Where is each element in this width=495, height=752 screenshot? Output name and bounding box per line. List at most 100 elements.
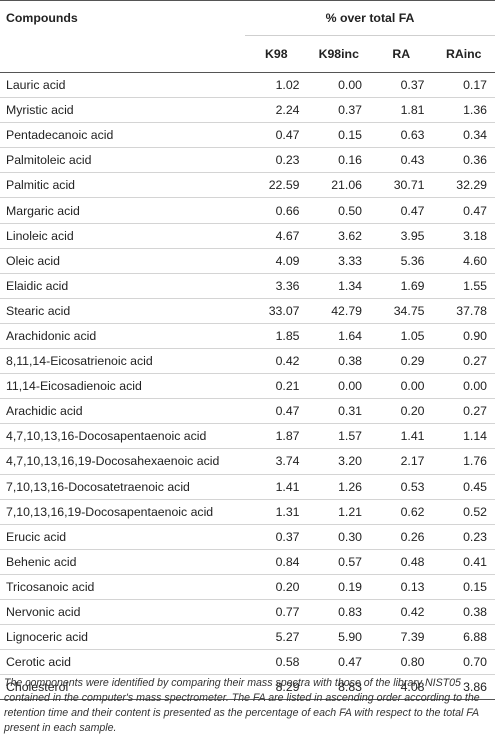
compound-name: Cerotic acid [0, 649, 245, 676]
table-body: Lauric acid 1.02 0.00 0.37 0.17 Myristic acid… [0, 72, 495, 701]
table-row: Lignoceric acid 5.27 5.90 7.39 6.88 [0, 624, 495, 651]
value-cell: 1.14 [432, 423, 495, 450]
header-compounds: Compounds [6, 11, 78, 26]
value-cell: 5.36 [370, 248, 433, 274]
value-cell: 0.29 [370, 348, 433, 375]
value-cell: 3.62 [307, 223, 370, 249]
value-cell: 0.27 [432, 398, 495, 425]
value-cell: 0.47 [245, 122, 308, 149]
value-cell: 0.34 [432, 122, 495, 149]
value-cell: 0.31 [307, 398, 370, 425]
value-cell: 0.23 [245, 147, 308, 174]
value-cell: 0.00 [307, 72, 370, 99]
table-row: Lauric acid 1.02 0.00 0.37 0.17 [0, 72, 495, 99]
value-cell: 0.38 [307, 348, 370, 375]
top-rule [0, 0, 495, 1]
table-row: Elaidic acid 3.36 1.34 1.69 1.55 [0, 273, 495, 299]
value-cell: 0.00 [432, 373, 495, 400]
value-cell: 3.74 [245, 448, 308, 475]
compound-name: 7,10,13,16,19-Docosapentaenoic acid [0, 499, 245, 525]
value-cell: 0.63 [370, 122, 433, 149]
table-row: Arachidic acid 0.47 0.31 0.20 0.27 [0, 398, 495, 425]
value-cell: 0.26 [370, 524, 433, 550]
compound-name: Linoleic acid [0, 223, 245, 249]
compound-name: 8,11,14-Eicosatrienoic acid [0, 348, 245, 375]
table-row: Arachidonic acid 1.85 1.64 1.05 0.90 [0, 323, 495, 350]
table-row: Stearic acid 33.07 42.79 34.75 37.78 [0, 298, 495, 324]
value-cell: 0.38 [432, 599, 495, 626]
value-cell: 0.13 [370, 574, 433, 600]
value-cell: 0.48 [370, 549, 433, 575]
value-cell: 0.27 [432, 348, 495, 375]
compound-name: 7,10,13,16-Docosatetraenoic acid [0, 474, 245, 500]
fatty-acid-table: Compounds % over total FA K98 K98inc RA … [0, 1, 495, 701]
header-percent-total-fa: % over total FA [245, 1, 495, 36]
compound-name: Stearic acid [0, 298, 245, 324]
value-cell: 1.64 [307, 323, 370, 350]
table-row: 7,10,13,16,19-Docosapentaenoic acid 1.31 1… [0, 499, 495, 525]
value-cell: 1.87 [245, 423, 308, 450]
compound-name: Lauric acid [0, 72, 245, 99]
value-cell: 0.62 [370, 499, 433, 525]
value-cell: 0.47 [307, 649, 370, 676]
value-cell: 0.16 [307, 147, 370, 174]
value-cell: 0.66 [245, 197, 308, 224]
table-row: Oleic acid 4.09 3.33 5.36 4.60 [0, 248, 495, 274]
value-cell: 8.83 [307, 674, 370, 701]
table-row: Pentadecanoic acid 0.47 0.15 0.63 0.34 [0, 122, 495, 149]
table-row: 11,14-Eicosadienoic acid 0.21 0.00 0.00 0.00 [0, 373, 495, 400]
value-cell: 0.23 [432, 524, 495, 550]
value-cell: 1.36 [432, 97, 495, 124]
value-cell: 1.41 [245, 474, 308, 500]
value-cell: 3.33 [307, 248, 370, 274]
value-cell: 0.45 [432, 474, 495, 500]
value-cell: 1.55 [432, 273, 495, 299]
table-row: 8,11,14-Eicosatrienoic acid 0.42 0.38 0.29 0… [0, 348, 495, 375]
value-cell: 1.05 [370, 323, 433, 350]
value-cell: 0.21 [245, 373, 308, 400]
value-cell: 1.26 [307, 474, 370, 500]
table-row: Cholesterol 8.29 8.83 4.08 3.86 [0, 674, 495, 701]
compound-name: Pentadecanoic acid [0, 122, 245, 149]
value-cell: 5.27 [245, 624, 308, 651]
value-cell: 21.06 [307, 172, 370, 199]
value-cell: 3.36 [245, 273, 308, 299]
value-cell: 1.69 [370, 273, 433, 299]
value-cell: 2.24 [245, 97, 308, 124]
compound-name: Nervonic acid [0, 599, 245, 626]
value-cell: 37.78 [432, 298, 495, 324]
table-row: Palmitoleic acid 0.23 0.16 0.43 0.36 [0, 147, 495, 174]
value-cell: 0.00 [307, 373, 370, 400]
table-row: Tricosanoic acid 0.20 0.19 0.13 0.15 [0, 574, 495, 600]
value-cell: 1.85 [245, 323, 308, 350]
value-cell: 0.41 [432, 549, 495, 575]
compound-name: Palmitoleic acid [0, 147, 245, 174]
compound-name: 4,7,10,13,16,19-Docosahexaenoic acid [0, 448, 245, 475]
value-cell: 0.80 [370, 649, 433, 676]
table-row: Margaric acid 0.66 0.50 0.47 0.47 [0, 197, 495, 224]
header-blank [0, 35, 245, 73]
value-cell: 1.41 [370, 423, 433, 450]
value-cell: 0.50 [307, 197, 370, 224]
compound-name: Erucic acid [0, 524, 245, 550]
value-cell: 2.17 [370, 448, 433, 475]
value-cell: 33.07 [245, 298, 308, 324]
value-cell: 0.47 [370, 197, 433, 224]
header-rainc: RAinc [432, 35, 495, 73]
value-cell: 3.20 [307, 448, 370, 475]
value-cell: 8.29 [245, 674, 308, 701]
table-row: Cerotic acid 0.58 0.47 0.80 0.70 [0, 649, 495, 676]
value-cell: 3.86 [432, 674, 495, 701]
value-cell: 0.19 [307, 574, 370, 600]
value-cell: 1.76 [432, 448, 495, 475]
value-cell: 0.37 [370, 72, 433, 99]
header-ra: RA [370, 35, 433, 73]
value-cell: 0.58 [245, 649, 308, 676]
value-cell: 0.83 [307, 599, 370, 626]
value-cell: 1.57 [307, 423, 370, 450]
value-cell: 0.53 [370, 474, 433, 500]
value-cell: 0.42 [245, 348, 308, 375]
value-cell: 1.34 [307, 273, 370, 299]
value-cell: 5.90 [307, 624, 370, 651]
